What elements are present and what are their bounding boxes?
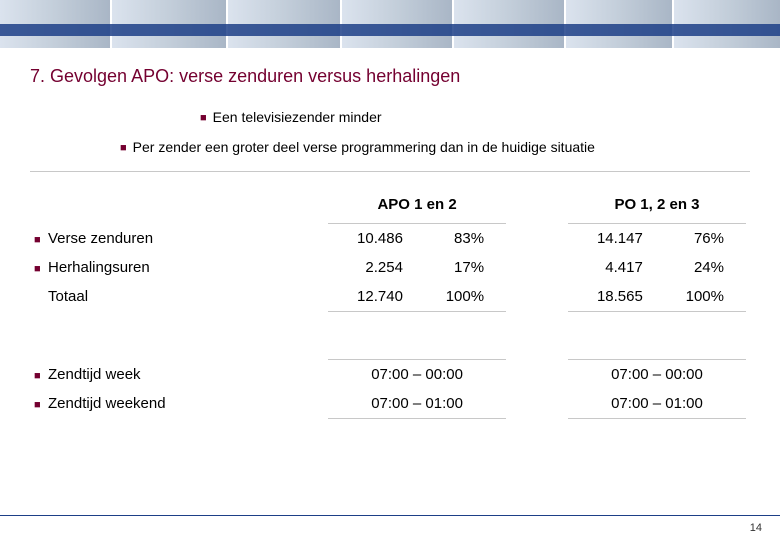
cell-pct: 76%: [661, 224, 746, 254]
column-header-apo: APO 1 en 2: [328, 190, 506, 224]
row-label: Herhalingsuren: [48, 259, 150, 276]
cell-value: 12.740: [328, 282, 421, 312]
bullet-icon: ■: [200, 109, 207, 127]
row-label: Totaal: [48, 288, 88, 305]
bullet-item: ■ Per zender een groter deel verse progr…: [30, 139, 750, 157]
bullet-text: Een televisiezender minder: [213, 109, 382, 125]
cell-value: 07:00 – 00:00: [568, 360, 746, 390]
cell-value: 2.254: [328, 253, 421, 282]
cell-value: 4.417: [568, 253, 661, 282]
table-row: ■Zendtijd week 07:00 – 00:00 07:00 – 00:…: [34, 360, 746, 390]
cell-pct: 24%: [661, 253, 746, 282]
table-row: ■Herhalingsuren 2.254 17% 4.417 24%: [34, 253, 746, 282]
cell-pct: 100%: [661, 282, 746, 312]
cell-value: 07:00 – 01:00: [568, 389, 746, 419]
cell-value: 10.486: [328, 224, 421, 254]
row-label: Zendtijd weekend: [48, 395, 166, 412]
header-banner: [0, 0, 780, 48]
row-label: Verse zenduren: [48, 230, 153, 247]
cell-pct: 17%: [421, 253, 506, 282]
page-number: 14: [750, 522, 762, 534]
bullet-icon: ■: [120, 139, 127, 157]
cell-value: 18.565: [568, 282, 661, 312]
table-row: ■Verse zenduren 10.486 83% 14.147 76%: [34, 224, 746, 254]
table-row-total: ■Totaal 12.740 100% 18.565 100%: [34, 282, 746, 312]
divider: [30, 171, 750, 172]
comparison-table: APO 1 en 2 PO 1, 2 en 3 ■Verse zenduren …: [30, 190, 750, 419]
cell-value: 14.147: [568, 224, 661, 254]
cell-value: 07:00 – 01:00: [328, 389, 506, 419]
column-header-po: PO 1, 2 en 3: [568, 190, 746, 224]
table-row: ■Zendtijd weekend 07:00 – 01:00 07:00 – …: [34, 389, 746, 419]
bullet-text: Per zender een groter deel verse program…: [133, 139, 595, 155]
intro-bullets: ■ Een televisiezender minder ■ Per zende…: [30, 109, 750, 157]
cell-pct: 100%: [421, 282, 506, 312]
bullet-item: ■ Een televisiezender minder: [30, 109, 750, 127]
cell-value: 07:00 – 00:00: [328, 360, 506, 390]
footer-rule: [0, 515, 780, 516]
cell-pct: 83%: [421, 224, 506, 254]
slide-title: 7. Gevolgen APO: verse zenduren versus h…: [30, 66, 750, 87]
row-label: Zendtijd week: [48, 366, 141, 383]
